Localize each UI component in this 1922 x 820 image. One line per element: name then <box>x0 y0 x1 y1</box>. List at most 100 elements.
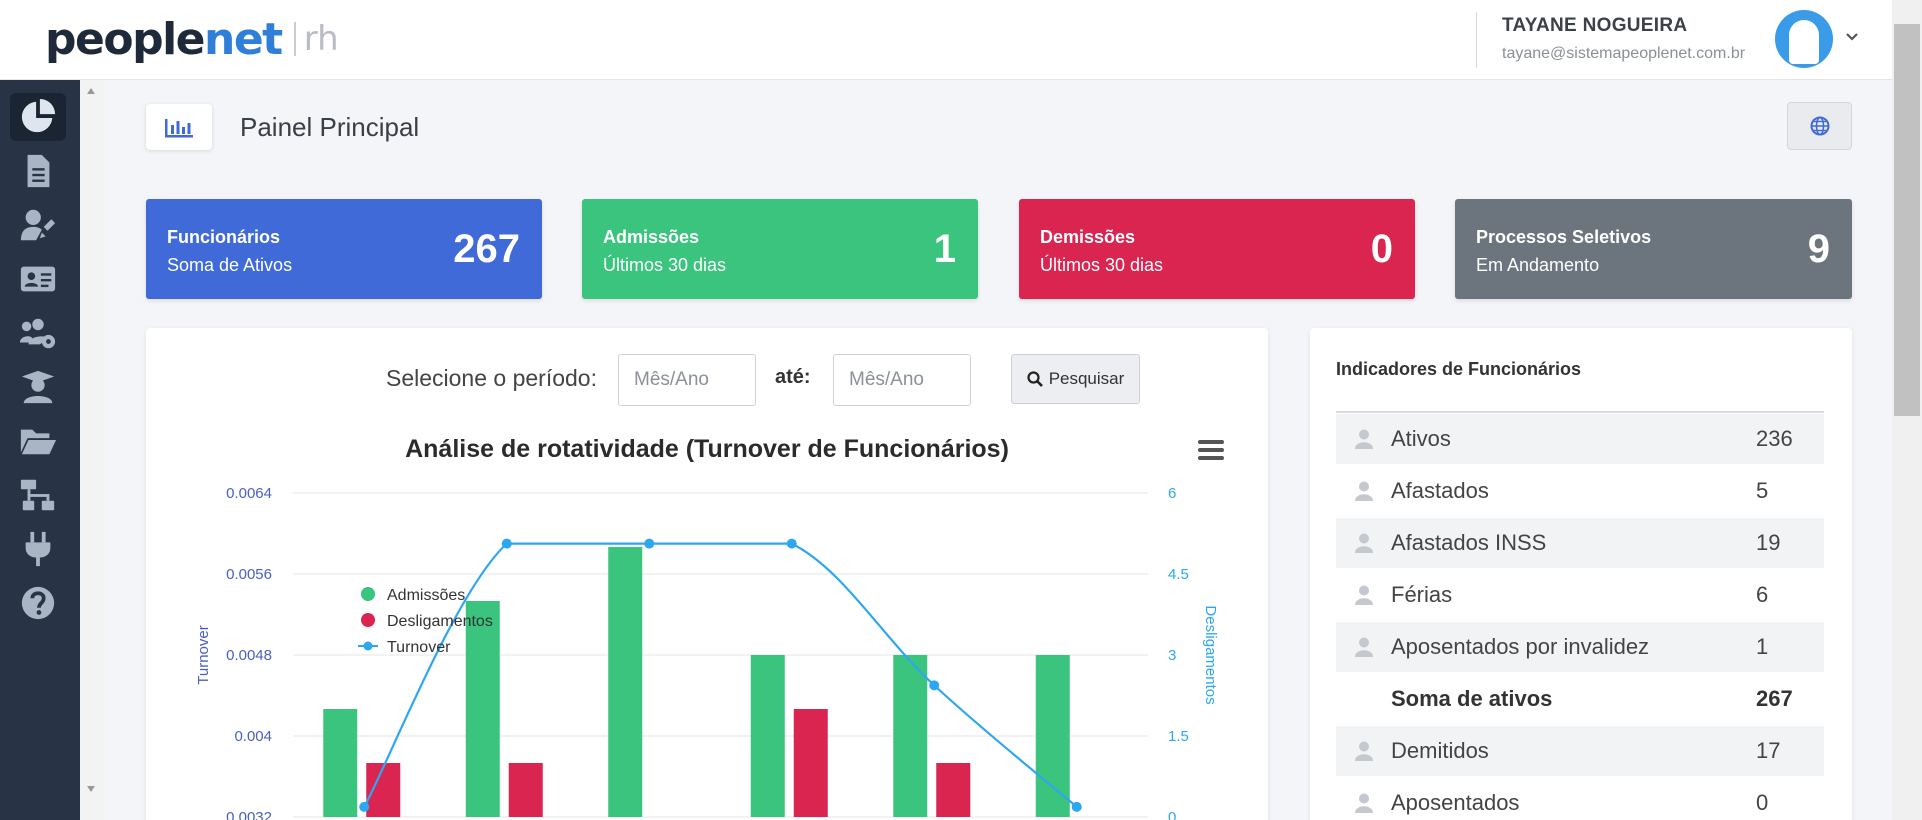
card-processos-seletivos[interactable]: Processos Seletivos Em Andamento 9 <box>1455 199 1852 299</box>
graduate-icon <box>21 370 55 404</box>
card-demissoes[interactable]: Demissões Últimos 30 dias 0 <box>1019 199 1415 299</box>
user-icon <box>1336 793 1391 813</box>
indicator-value: 267 <box>1756 686 1793 711</box>
logo-text-main: people <box>45 13 206 65</box>
window-scrollbar[interactable] <box>1892 0 1922 820</box>
y-left-tick-label: 0.0048 <box>226 647 272 664</box>
indicator-row: Demitidos 17 <box>1336 726 1824 776</box>
y-right-axis-title: Desligamentos <box>1202 605 1219 704</box>
y-left-tick-label: 0.0064 <box>226 485 272 502</box>
indicator-row: Soma de ativos 267 <box>1336 674 1824 724</box>
sidebar-item-user-edit[interactable] <box>10 201 66 249</box>
user-info[interactable]: TAYANE NOGUEIRA tayane@sistemapeoplenet.… <box>1502 15 1745 63</box>
bar-admissoes <box>465 601 500 817</box>
indicator-row: Afastados INSS 19 <box>1336 518 1824 568</box>
indicator-row: Afastados 5 <box>1336 466 1824 516</box>
logo-divider <box>293 22 296 56</box>
plug-icon <box>25 531 51 567</box>
header-divider <box>1476 12 1477 68</box>
sidebar-item-training[interactable] <box>10 363 66 411</box>
page-title: Painel Principal <box>240 112 420 142</box>
card-value: 0 <box>1370 227 1393 271</box>
card-title: Funcionários <box>167 227 281 247</box>
sidebar-scrollbar[interactable] <box>80 80 104 820</box>
legend-marker-desligamentos <box>361 613 375 627</box>
user-icon <box>1336 429 1391 449</box>
card-funcionarios[interactable]: Funcionários Soma de Ativos 267 <box>146 199 542 299</box>
legend-marker-admissoes <box>361 587 375 601</box>
period-to-input[interactable] <box>833 354 971 406</box>
user-icon <box>1336 533 1391 553</box>
page-title-bar <box>106 80 1892 172</box>
y-right-tick-label: 4.5 <box>1168 566 1189 583</box>
card-title: Processos Seletivos <box>1476 227 1652 247</box>
y-right-tick-label: 0 <box>1168 809 1176 820</box>
chart-title: Análise de rotatividade (Turnover de Fun… <box>405 435 1009 463</box>
turnover-line <box>363 542 1078 808</box>
indicator-label: Demitidos <box>1391 738 1489 763</box>
bar-admissoes <box>608 547 643 817</box>
chevron-down-icon[interactable] <box>1845 30 1859 44</box>
turnover-point <box>501 538 512 549</box>
indicator-row: Aposentados por invalidez 1 <box>1336 622 1824 672</box>
sitemap-icon <box>20 479 55 511</box>
card-subtitle: Em Andamento <box>1476 255 1600 275</box>
indicator-value: 236 <box>1756 426 1793 451</box>
user-name: TAYANE NOGUEIRA <box>1502 15 1688 36</box>
sidebar-item-dashboard[interactable] <box>10 93 66 141</box>
indicator-value: 1 <box>1756 634 1769 659</box>
sidebar-item-help[interactable] <box>10 579 66 627</box>
y-left-tick-label: 0.0032 <box>226 809 272 820</box>
turnover-point <box>786 538 797 549</box>
sidebar-item-teams[interactable] <box>10 309 66 357</box>
bar-admissoes <box>750 655 785 817</box>
bar-chart-icon <box>146 104 212 150</box>
indicator-row: Ativos 236 <box>1336 414 1824 464</box>
sidebar-item-id-card[interactable] <box>10 255 66 303</box>
card-title: Admissões <box>603 227 700 247</box>
indicator-row: Férias 6 <box>1336 570 1824 620</box>
card-subtitle: Últimos 30 dias <box>603 255 727 275</box>
bar-desligamentos <box>366 763 401 817</box>
search-button-label: Pesquisar <box>1048 369 1125 388</box>
app-logo[interactable]: peoplenet rh <box>45 13 339 65</box>
avatar[interactable] <box>1775 10 1833 68</box>
card-title: Demissões <box>1040 227 1136 247</box>
chart-menu-icon[interactable] <box>1198 440 1224 462</box>
card-value: 1 <box>933 227 956 271</box>
sidebar-item-files[interactable] <box>10 417 66 465</box>
scroll-down-arrow-icon[interactable] <box>87 786 95 792</box>
logo-text-accent: net <box>204 13 283 65</box>
indicators-divider <box>1336 411 1824 413</box>
indicator-label: Ativos <box>1391 426 1451 451</box>
card-admissoes[interactable]: Admissões Últimos 30 dias 1 <box>582 199 978 299</box>
y-right-tick-label: 6 <box>1168 485 1176 502</box>
scroll-up-arrow-icon[interactable] <box>87 88 95 94</box>
indicator-label: Soma de ativos <box>1391 686 1553 711</box>
card-subtitle: Soma de Ativos <box>167 255 293 275</box>
question-circle-icon <box>21 586 55 620</box>
turnover-point <box>644 538 655 549</box>
card-subtitle: Últimos 30 dias <box>1040 255 1164 275</box>
indicator-label: Aposentados por invalidez <box>1391 634 1650 659</box>
user-icon <box>1336 637 1391 657</box>
turnover-point <box>929 680 940 691</box>
language-button[interactable] <box>1787 102 1852 150</box>
y-left-tick-label: 0.004 <box>234 728 272 745</box>
window-scrollbar-thumb[interactable] <box>1894 24 1920 416</box>
pie-chart-icon <box>21 98 56 133</box>
indicators-title: Indicadores de Funcionários <box>1336 359 1582 379</box>
sidebar-item-documents[interactable] <box>10 147 66 195</box>
period-from-input[interactable] <box>618 354 756 406</box>
globe-icon <box>1810 116 1829 136</box>
sidebar-item-organization[interactable] <box>10 471 66 519</box>
period-to-label: até: <box>775 366 811 388</box>
search-icon <box>1027 371 1043 387</box>
bar-desligamentos <box>793 709 828 817</box>
legend-label: Turnover <box>387 639 451 656</box>
users-cog-icon <box>19 318 56 349</box>
bar-admissoes <box>323 709 358 817</box>
indicator-value: 0 <box>1756 790 1769 815</box>
sidebar-item-integrations[interactable] <box>10 525 66 573</box>
search-button[interactable]: Pesquisar <box>1011 354 1140 404</box>
